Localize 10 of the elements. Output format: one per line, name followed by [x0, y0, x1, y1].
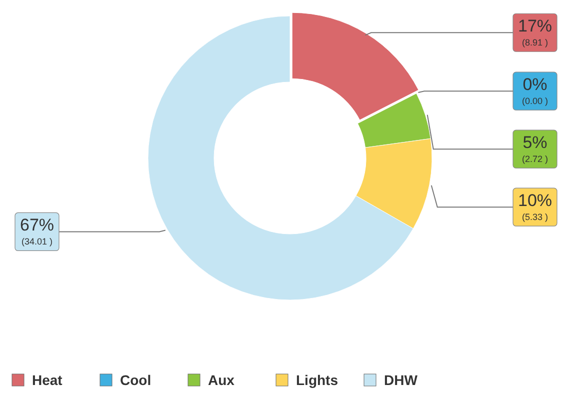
legend-label: DHW [384, 372, 418, 388]
data-label: 17% (8.91 ) [518, 16, 552, 48]
legend-label: Cool [120, 372, 152, 388]
legend-label: Lights [296, 372, 338, 388]
data-label: 5% (2.72 ) [522, 133, 548, 164]
data-label: 10% (5.33 ) [518, 191, 552, 222]
data-label: 67% (34.01 ) [20, 216, 54, 247]
text: 0% (0.00 ) [522, 75, 548, 106]
legend-label: Aux [208, 372, 235, 388]
legend-label: Heat [32, 372, 63, 388]
